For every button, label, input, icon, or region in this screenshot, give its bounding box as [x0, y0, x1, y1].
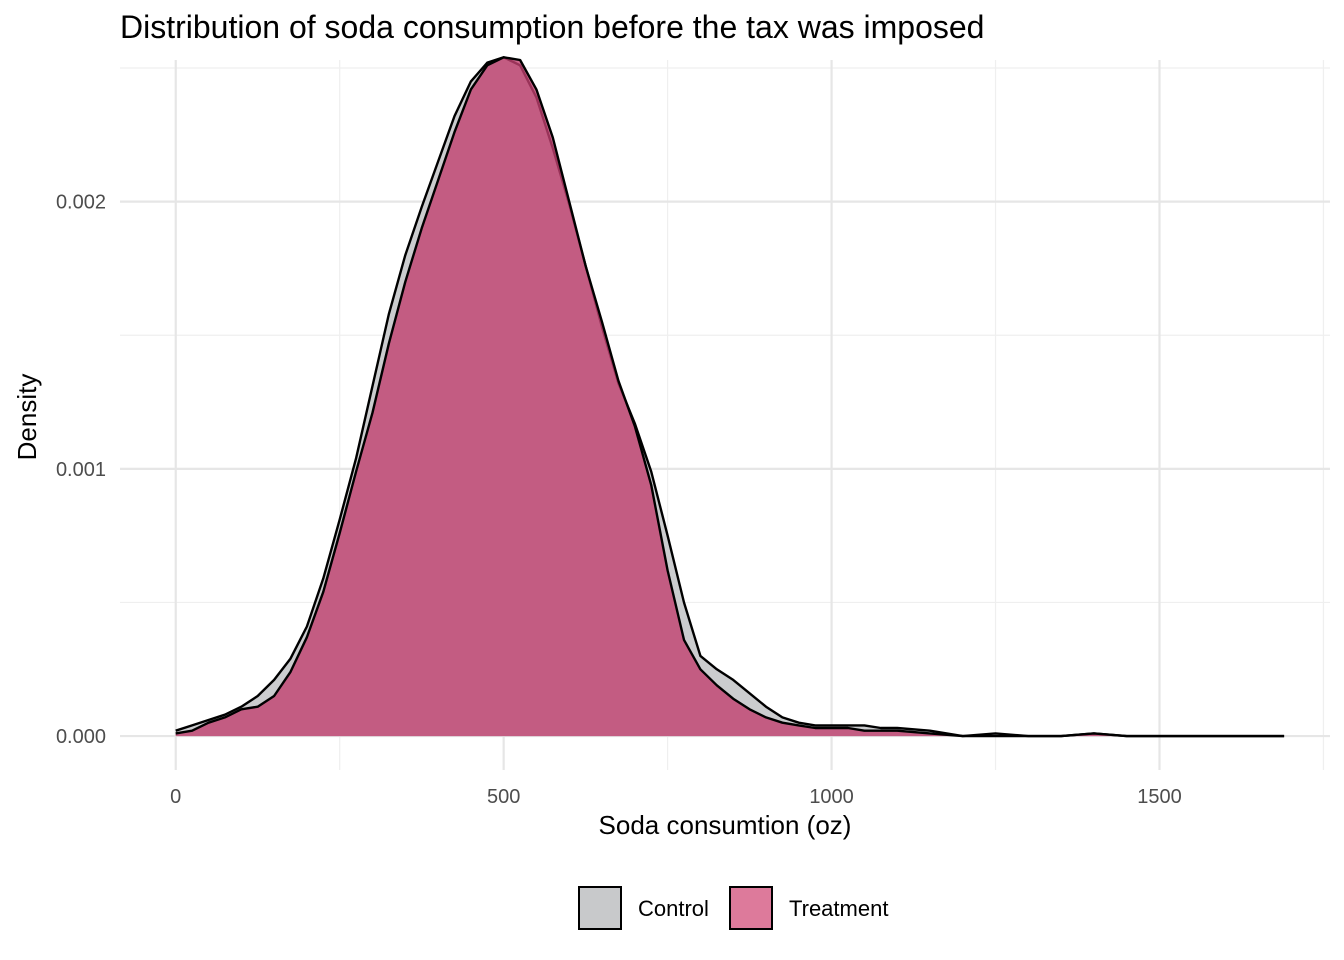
x-tick-label: 1000 — [809, 786, 854, 808]
legend: Control Treatment — [578, 886, 888, 930]
density-line-treatment — [175, 56, 1285, 738]
x-tick-label: 500 — [487, 786, 520, 808]
chart-title: Distribution of soda consumption before … — [120, 9, 984, 45]
y-axis-title: Density — [12, 374, 42, 461]
legend-label-treatment: Treatment — [789, 896, 888, 921]
legend-label-control: Control — [638, 896, 709, 921]
tick-labels: 0 500 1000 1500 0.000 0.001 0.002 — [56, 192, 1182, 808]
x-tick-label: 1500 — [1137, 786, 1182, 808]
y-tick-label: 0.001 — [56, 459, 106, 481]
x-axis-title: Soda consumtion (oz) — [599, 810, 852, 840]
y-tick-label: 0.002 — [56, 192, 106, 214]
density-series — [175, 56, 1285, 738]
legend-swatch-control — [578, 886, 622, 930]
y-tick-label: 0.000 — [56, 726, 106, 748]
x-tick-label: 0 — [170, 786, 181, 808]
density-area-treatment — [175, 57, 1285, 737]
legend-swatch-treatment — [729, 886, 773, 930]
